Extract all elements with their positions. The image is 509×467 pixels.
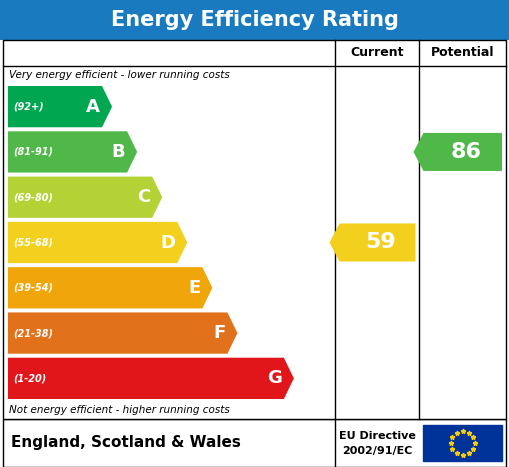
Text: C: C — [137, 188, 150, 206]
Text: (39-54): (39-54) — [13, 283, 53, 293]
Text: G: G — [267, 369, 282, 387]
Polygon shape — [8, 86, 112, 127]
Text: (92+): (92+) — [13, 102, 44, 112]
Text: 2002/91/EC: 2002/91/EC — [342, 446, 413, 456]
Text: Potential: Potential — [431, 47, 494, 59]
Bar — [0, 0, 509, 40]
Text: F: F — [213, 324, 225, 342]
Polygon shape — [413, 133, 502, 171]
Polygon shape — [8, 222, 187, 263]
Text: (69-80): (69-80) — [13, 192, 53, 202]
Polygon shape — [8, 131, 137, 173]
Text: 59: 59 — [365, 233, 396, 253]
Text: A: A — [86, 98, 100, 116]
Bar — [3, 419, 506, 467]
Text: D: D — [160, 234, 175, 252]
Text: Very energy efficient - lower running costs: Very energy efficient - lower running co… — [9, 70, 230, 80]
Bar — [423, 425, 502, 461]
Polygon shape — [8, 312, 237, 354]
Text: E: E — [188, 279, 201, 297]
Bar — [3, 40, 506, 419]
Polygon shape — [8, 358, 294, 399]
Text: (1-20): (1-20) — [13, 373, 46, 383]
Text: (81-91): (81-91) — [13, 147, 53, 157]
Text: (55-68): (55-68) — [13, 238, 53, 248]
Text: (21-38): (21-38) — [13, 328, 53, 338]
Text: Energy Efficiency Rating: Energy Efficiency Rating — [110, 10, 399, 30]
Polygon shape — [8, 267, 212, 308]
Polygon shape — [329, 224, 415, 262]
Text: EU Directive: EU Directive — [339, 431, 416, 441]
Text: Current: Current — [351, 47, 404, 59]
Text: England, Scotland & Wales: England, Scotland & Wales — [11, 436, 241, 451]
Text: Not energy efficient - higher running costs: Not energy efficient - higher running co… — [9, 405, 230, 415]
Text: B: B — [111, 143, 125, 161]
Polygon shape — [8, 177, 162, 218]
Text: 86: 86 — [450, 142, 481, 162]
